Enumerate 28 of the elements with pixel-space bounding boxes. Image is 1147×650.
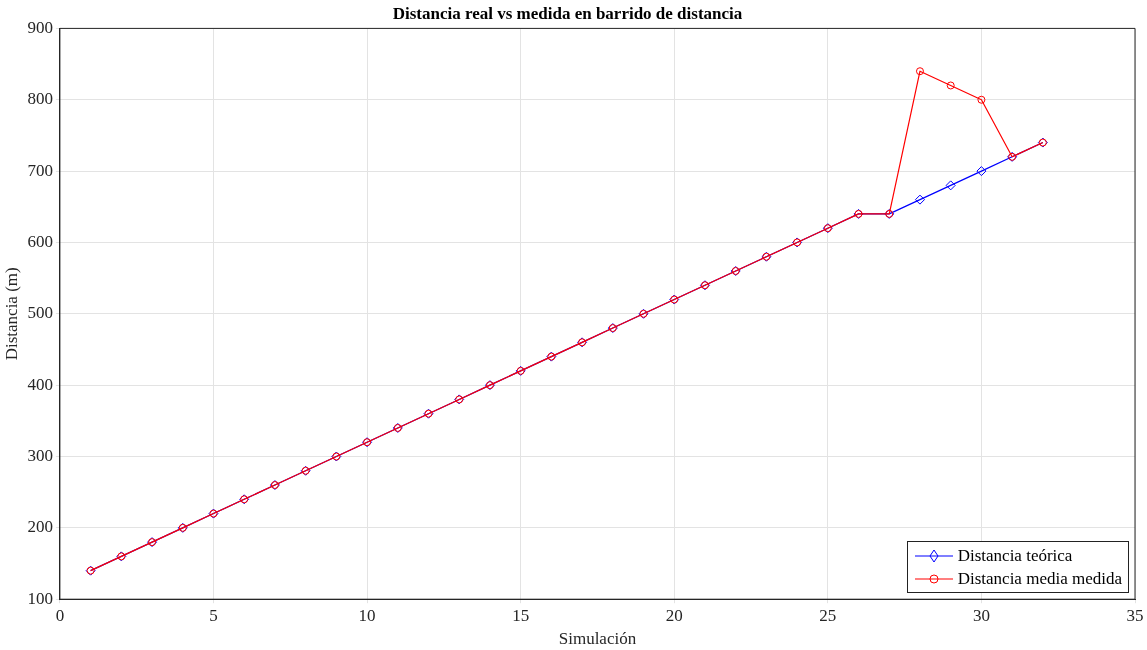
y-tick-label: 700 [27,160,53,180]
x-tick-label: 5 [209,605,218,625]
x-tick-label: 15 [512,605,530,625]
y-tick-label: 500 [27,303,53,323]
y-tick-label: 600 [27,231,53,251]
y-tick-label: 900 [27,17,53,37]
point [946,81,955,90]
x-tick-label: 10 [358,605,376,625]
point [977,95,986,104]
y-tick-label: 800 [27,89,53,109]
x-tick-label: 0 [55,605,65,625]
y-tick-label: 200 [27,517,53,537]
legend-label: Distancia teórica [957,545,1073,566]
x-tick-label: 30 [972,605,990,625]
x-axis-title: Simulación [558,629,637,649]
x-tick-label: 35 [1126,605,1144,625]
x-tick-label: 20 [665,605,683,625]
y-tick-label: 400 [27,374,53,394]
legend-label: Distancia media medida [957,568,1122,589]
x-tick-label: 25 [819,605,837,625]
point [945,180,956,191]
y-tick-label: 300 [27,445,53,465]
y-axis-title: Distancia (m) [1,267,21,361]
point [976,166,987,177]
y-tick-label: 100 [27,588,53,608]
point [914,194,925,205]
chart-title: Distancia real vs medida en barrido de distancia [392,3,743,23]
point [915,67,924,76]
